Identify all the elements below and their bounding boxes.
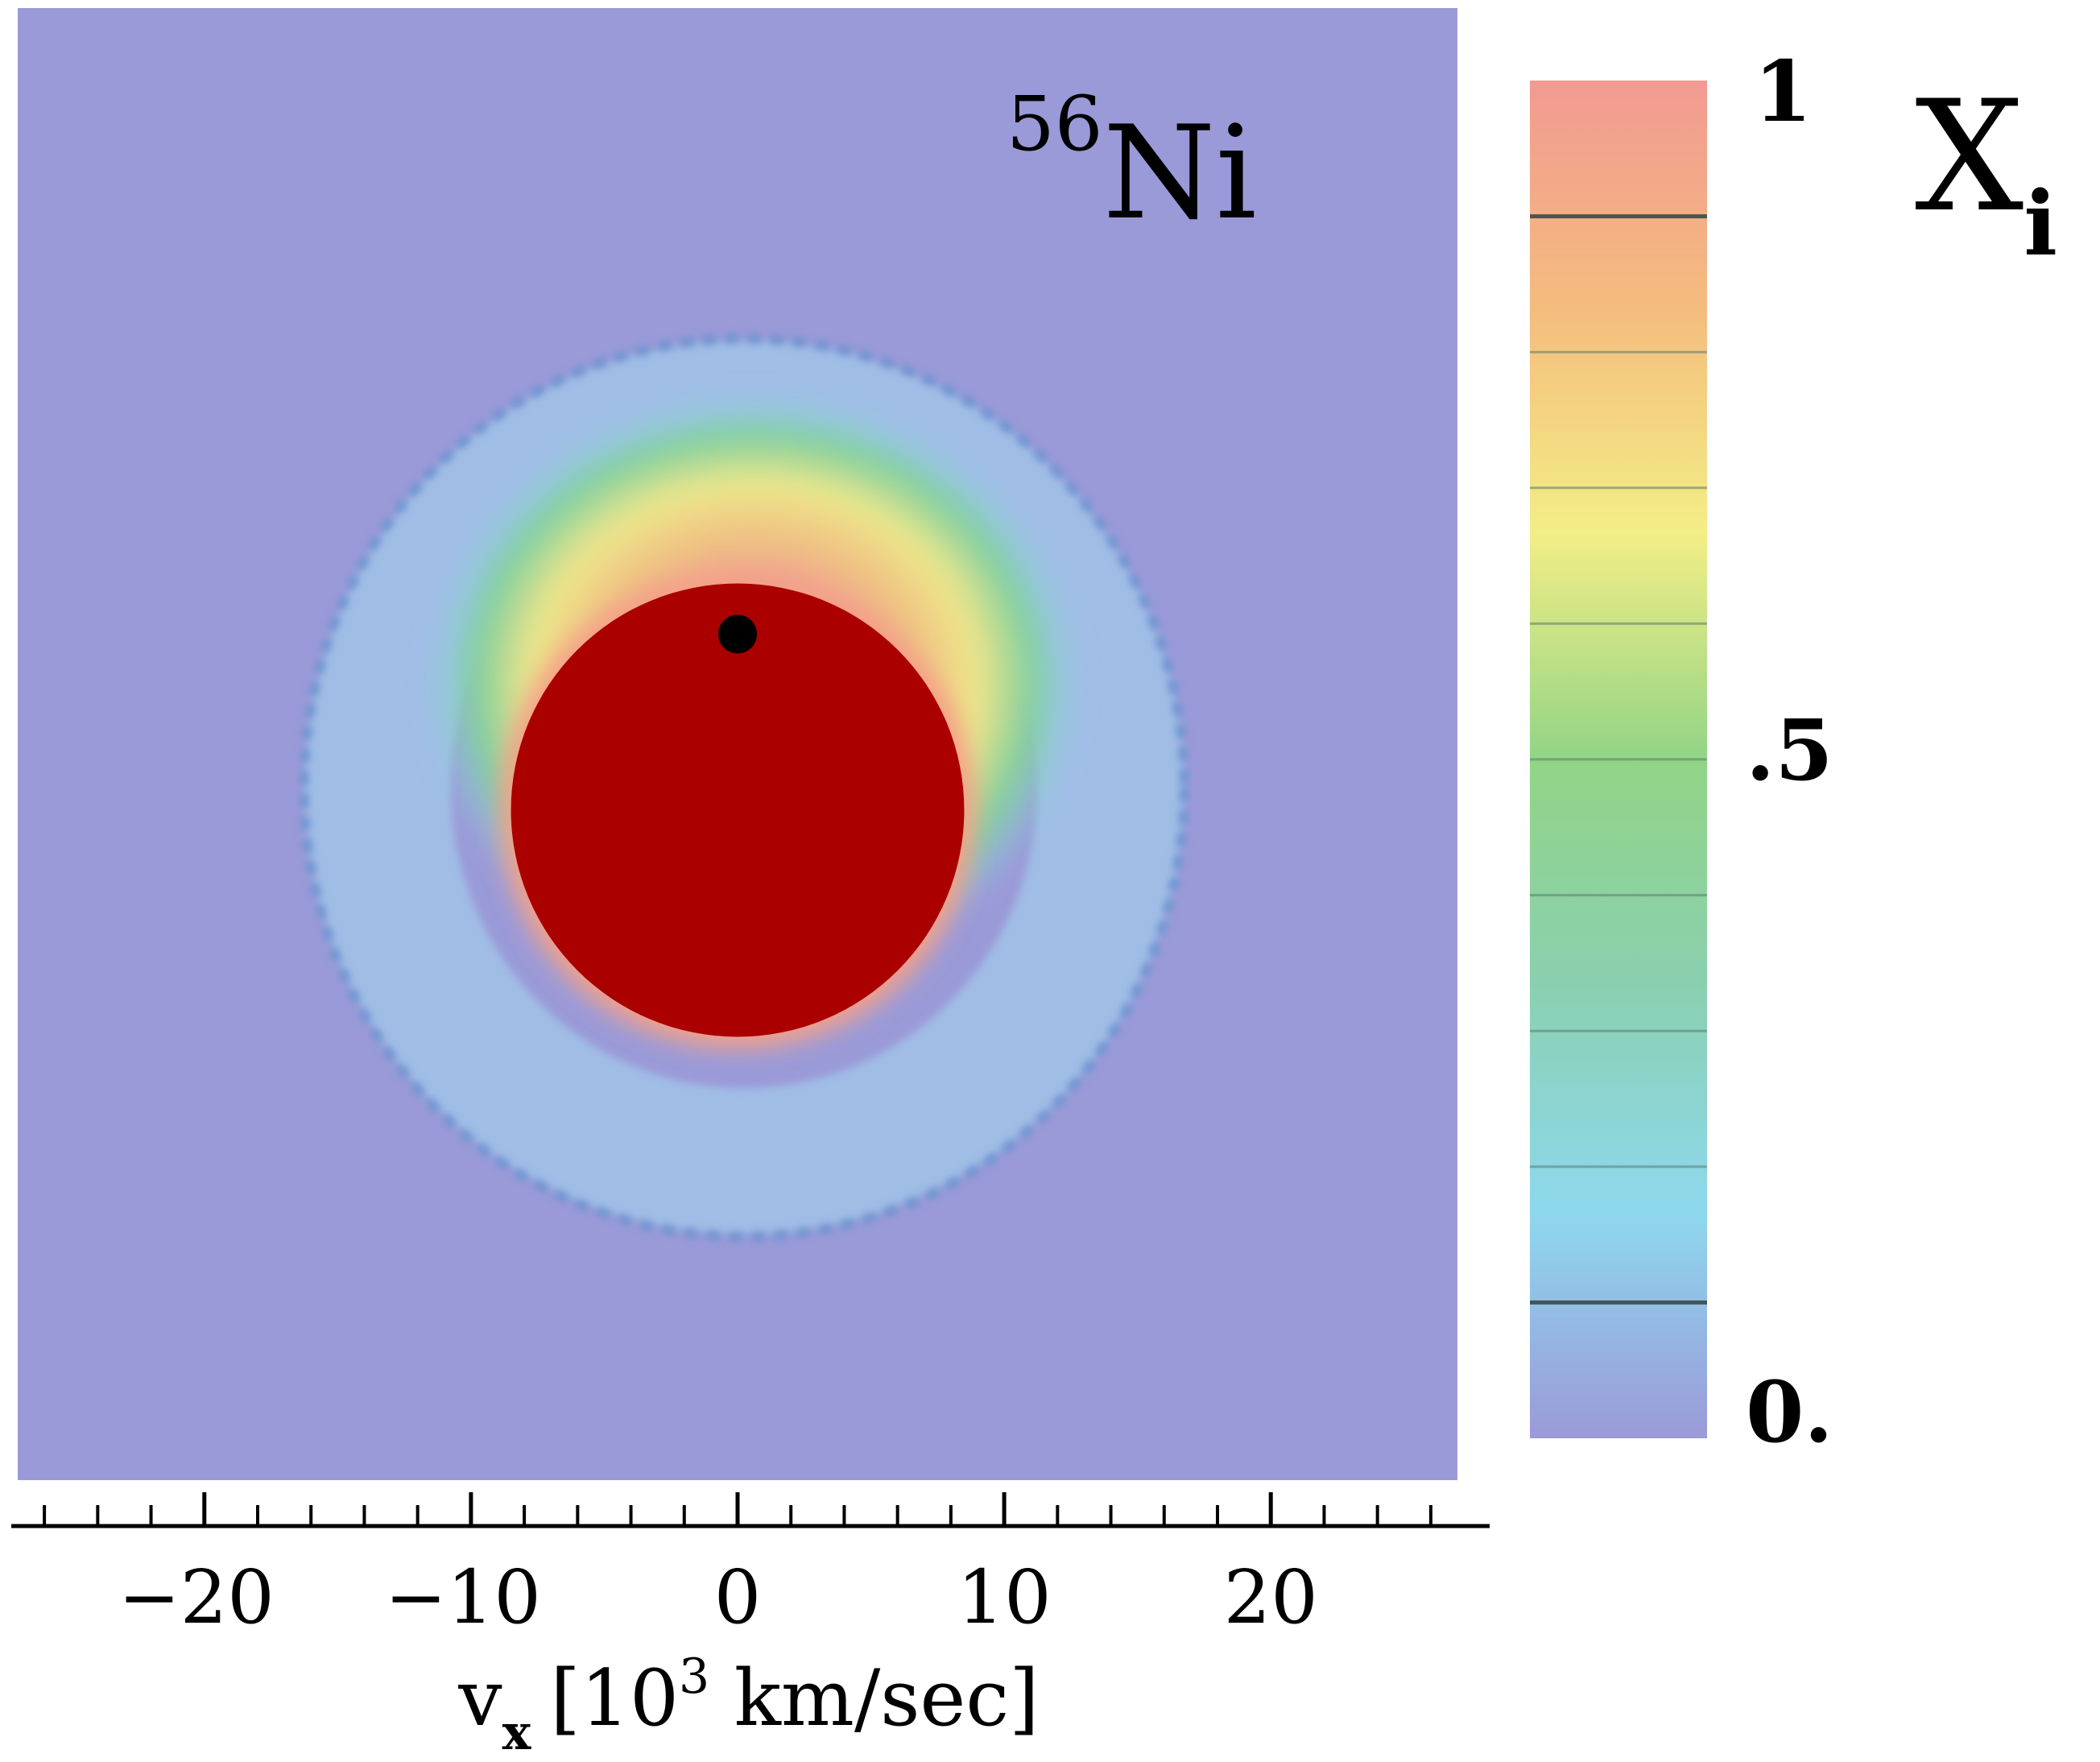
x-axis-title: vx [103 km/sec] xyxy=(457,1648,1039,1761)
colorbar-tick-label-bottom: 0. xyxy=(1746,1363,1833,1462)
chart-title-element: Ni xyxy=(1103,97,1257,248)
colorbar-title-symbol: X xyxy=(1915,68,2024,246)
x-axis-title-open: [10 xyxy=(550,1653,679,1743)
colorbar-tick-label-top: 1 xyxy=(1754,42,1812,141)
x-axis: −20 −10 0 10 20 xyxy=(11,1492,1490,1640)
x-tick-label-3: 10 xyxy=(957,1554,1052,1640)
colorbar-title-subscript: i xyxy=(2024,172,2057,275)
x-axis-title-exponent: 3 xyxy=(679,1648,709,1705)
chart-title-superscript: 56 xyxy=(1007,81,1103,168)
colorbar-level-lines xyxy=(1530,214,1707,1305)
colorbar-tick-label-mid: .5 xyxy=(1746,701,1833,800)
heatmap-panel xyxy=(18,8,1457,1480)
x-tick-label-0: −20 xyxy=(118,1554,275,1640)
x-tick-label-1: −10 xyxy=(385,1554,541,1640)
shell-ring-edge xyxy=(300,334,1188,1241)
x-axis-ticks xyxy=(43,1492,1432,1526)
x-axis-title-subscript: x xyxy=(502,1705,532,1761)
colorbar-title: Xi xyxy=(1915,68,2057,275)
x-axis-title-symbol: v xyxy=(457,1653,502,1743)
x-axis-title-close: km/sec] xyxy=(709,1653,1039,1743)
colorbar: 1 .5 0. Xi xyxy=(1498,42,2057,1511)
core-region xyxy=(511,583,965,1037)
chart-title: 56Ni xyxy=(1007,81,1257,248)
x-tick-label-2: 0 xyxy=(714,1554,762,1640)
x-tick-label-4: 20 xyxy=(1224,1554,1318,1640)
center-marker xyxy=(718,614,757,654)
